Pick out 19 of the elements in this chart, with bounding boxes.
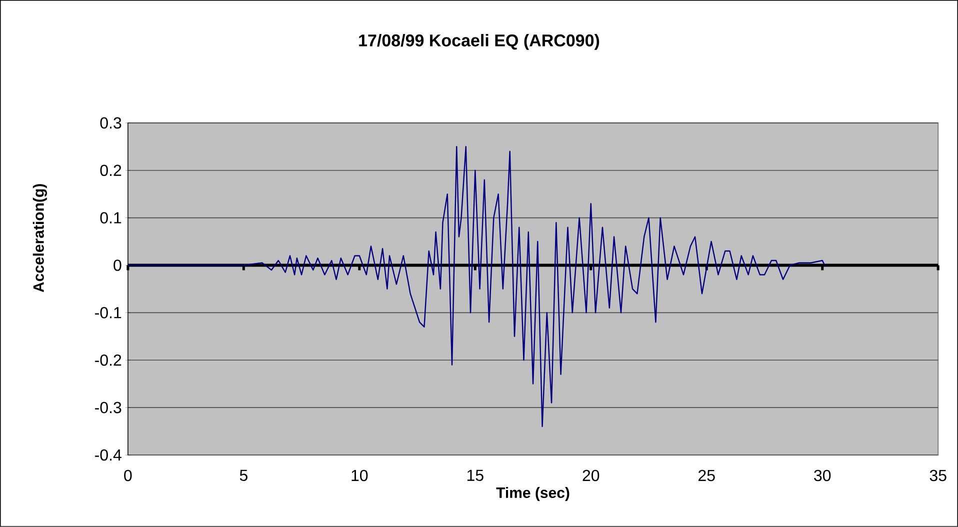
x-tick-label: 35 <box>930 470 946 482</box>
x-tick-label: 30 <box>814 470 831 482</box>
y-tick-label: 0 <box>114 260 122 271</box>
chart-title: 17/08/99 Kocaeli EQ (ARC090) <box>359 34 600 50</box>
x-tick-label: 10 <box>352 470 368 482</box>
y-tick-label: -0.3 <box>95 402 122 414</box>
y-tick-label: 0.3 <box>100 117 122 129</box>
y-tick-label: -0.1 <box>95 307 122 318</box>
y-tick-label: 0.1 <box>100 212 122 224</box>
x-tick-label: 25 <box>698 470 715 482</box>
y-tick-label: 0.2 <box>100 164 122 176</box>
y-tick-label: -0.2 <box>95 354 122 366</box>
y-tick-label: -0.4 <box>95 449 122 461</box>
x-tick-label: 20 <box>582 470 600 482</box>
x-axis-title: Time (sec) <box>496 487 570 502</box>
x-tick-label: 0 <box>124 470 132 482</box>
y-axis-title: Acceleration(g) <box>32 184 47 292</box>
x-tick-label: 5 <box>240 470 248 482</box>
x-tick-label: 15 <box>467 470 484 482</box>
